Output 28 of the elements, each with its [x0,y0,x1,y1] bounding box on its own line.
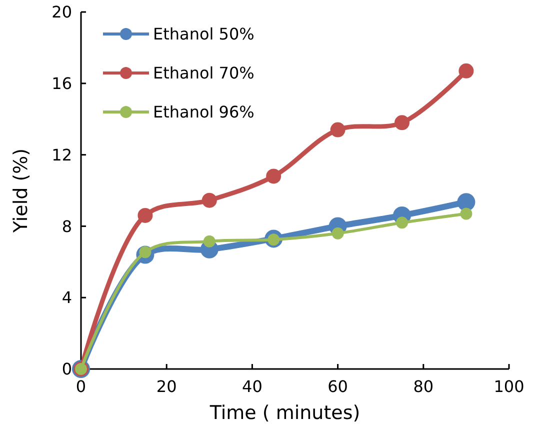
point [138,208,153,223]
legend-label: Ethanol 70% [153,64,254,83]
point [458,63,474,78]
y-tick-label: 0 [62,360,72,379]
point [202,192,217,208]
x-tick-label: 60 [328,377,348,396]
y-tick-label: 12 [52,145,72,164]
x-axis-title: Time ( minutes) [208,402,360,424]
legend-label: Ethanol 96% [153,102,254,122]
point [330,122,346,138]
point [394,115,410,130]
y-axis-title: Yield (%) [10,148,32,234]
point [266,168,282,184]
y-tick-label: 20 [52,2,72,22]
x-tick-label: 20 [156,377,177,396]
y-tick-label: 8 [62,216,72,236]
x-tick-label: 100 [494,377,524,396]
x-tick-label: 80 [413,377,434,396]
x-tick-label: 0 [76,377,86,396]
point [457,193,476,212]
y-tick-label: 16 [52,74,72,93]
point [396,216,408,229]
y-tick-label: 4 [62,288,72,308]
point [203,235,216,248]
x-tick-label: 40 [242,377,262,396]
legend-label: Ethanol 50% [153,24,254,44]
point [332,227,344,240]
point [460,208,472,220]
